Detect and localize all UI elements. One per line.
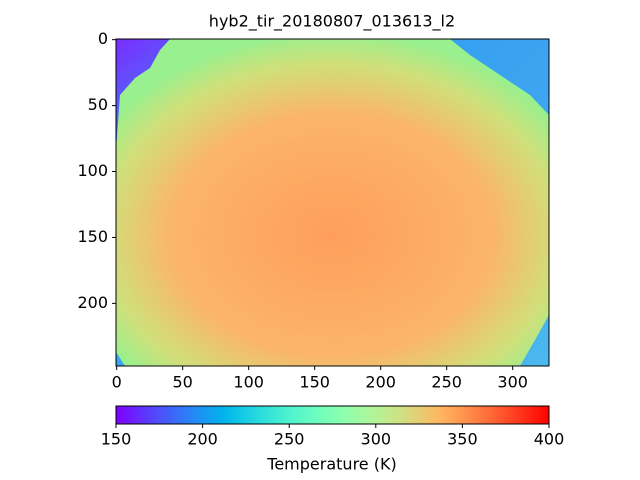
colorbar-tick-label: 250 [274,430,305,449]
x-tick-label: 0 [112,373,122,392]
colorbar-tick-label: 400 [534,430,565,449]
colorbar [115,405,550,425]
x-tick-label: 50 [172,373,192,392]
y-tick-label: 0 [98,29,108,48]
y-tick-label: 50 [88,95,108,114]
chart-title: hyb2_tir_20180807_013613_l2 [209,12,455,32]
y-tick-label: 100 [77,161,108,180]
x-tick-label: 250 [431,373,462,392]
colorbar-tick-label: 300 [361,430,392,449]
colorbar-tick-label: 200 [187,430,218,449]
y-tick-label: 150 [77,227,108,246]
colorbar-tick-label: 150 [101,430,132,449]
axes-frame [115,38,550,367]
y-tick-label: 200 [77,293,108,312]
colorbar-tick-label: 350 [447,430,478,449]
x-tick-label: 300 [497,373,528,392]
x-tick-label: 200 [365,373,396,392]
x-tick-label: 100 [233,373,264,392]
thermal-image [116,39,549,366]
colorbar-label: Temperature (K) [266,455,396,474]
x-tick-label: 150 [299,373,330,392]
